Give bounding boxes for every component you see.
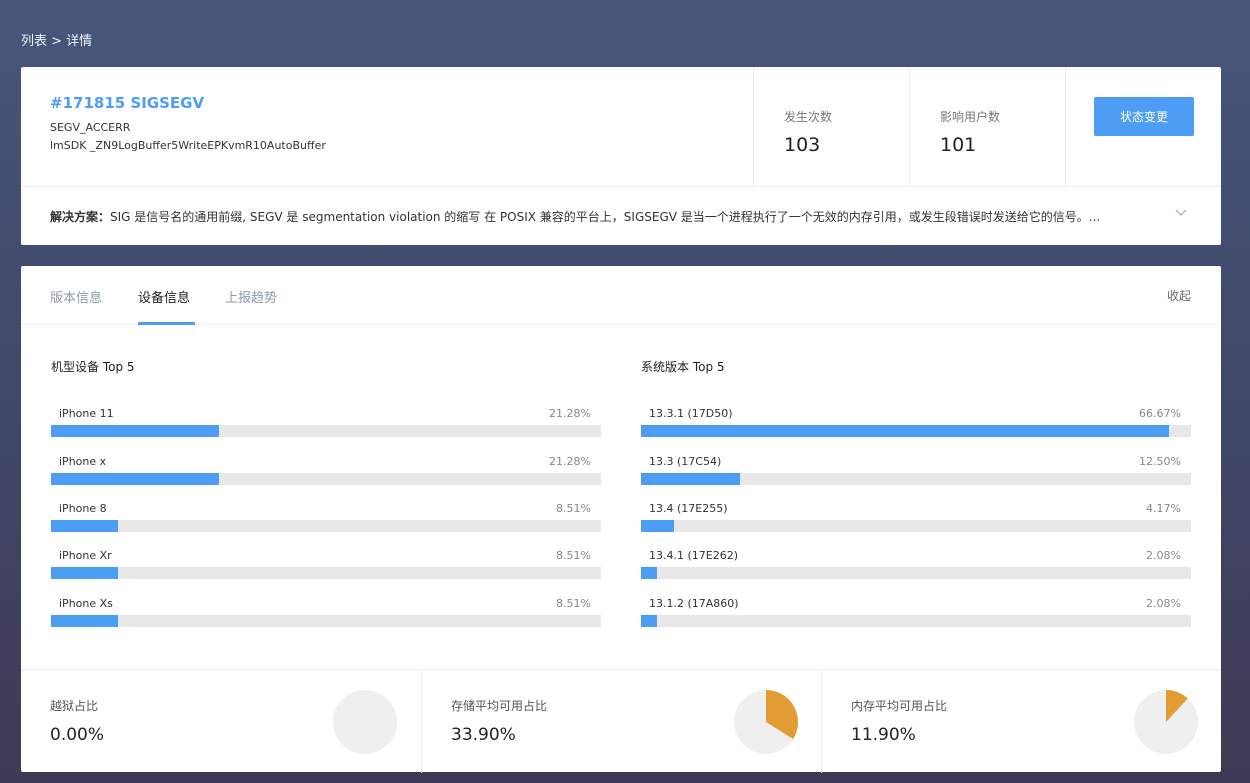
bar-track <box>641 473 1191 485</box>
bar <box>51 425 220 437</box>
bar <box>51 520 119 532</box>
bar-track <box>641 615 1191 627</box>
memory-value: 11.90% <box>851 725 916 745</box>
bar-category-label: iPhone 8 <box>59 502 107 515</box>
occurrence-count-value: 103 <box>784 134 821 156</box>
bar-row: iPhone x 21.28% <box>51 455 601 495</box>
bar <box>641 473 740 485</box>
bar-row: 13.4 (17E255) 4.17% <box>641 502 1191 542</box>
bar-value-label: 8.51% <box>556 597 591 610</box>
bar-category-label: 13.4.1 (17E262) <box>649 549 739 562</box>
metrics-row: 越狱占比 0.00% 存储平均可用占比 33.90% 内存平均可用占比 11.9… <box>21 669 1221 773</box>
pie-slice <box>766 690 799 739</box>
bar-row: 13.4.1 (17E262) 2.08% <box>641 549 1191 589</box>
bar-category-label: iPhone Xr <box>59 549 112 562</box>
bar-category-label: iPhone Xs <box>59 597 113 610</box>
bar-track <box>51 473 601 485</box>
bar-category-label: 13.3 (17C54) <box>649 455 722 468</box>
tab-device-info[interactable]: 设备信息 <box>138 291 191 306</box>
occurrence-count-stat: 发生次数 103 <box>753 67 909 186</box>
issue-title: #171815 SIGSEGV <box>50 94 205 112</box>
solution-label: 解决方案： <box>50 210 111 224</box>
bar-category-label: iPhone 11 <box>59 407 114 420</box>
memory-metric: 内存平均可用占比 11.90% <box>821 670 1222 773</box>
bar <box>641 520 674 532</box>
device-top5-title: 机型设备 Top 5 <box>51 360 135 374</box>
bar-row: 13.3.1 (17D50) 66.67% <box>641 407 1191 447</box>
bar-category-label: 13.4 (17E255) <box>649 502 728 515</box>
bar-row: iPhone Xs 8.51% <box>51 597 601 637</box>
bar <box>51 567 119 579</box>
os-top5-title: 系统版本 Top 5 <box>641 360 725 374</box>
bar-value-label: 12.50% <box>1139 455 1181 468</box>
bar-track <box>641 520 1191 532</box>
bar <box>641 567 658 579</box>
memory-pie <box>1134 690 1198 754</box>
storage-value: 33.90% <box>451 725 516 745</box>
bar-row: iPhone 11 21.28% <box>51 407 601 447</box>
issue-subtitle-1: SEGV_ACCERR <box>50 121 131 134</box>
tab-version-info[interactable]: 版本信息 <box>50 291 103 306</box>
pie-slice <box>1166 690 1188 722</box>
bar <box>51 615 119 627</box>
bar-track <box>51 615 601 627</box>
bar-row: 13.3 (17C54) 12.50% <box>641 455 1191 495</box>
bar-value-label: 2.08% <box>1146 549 1181 562</box>
chevron-down-icon[interactable] <box>1173 204 1189 220</box>
jailbreak-pie <box>333 690 397 754</box>
affected-users-label: 影响用户数 <box>940 110 1001 124</box>
solution-text: 解决方案：SIG 是信号名的通用前缀, SEGV 是 segmentation … <box>50 208 1160 225</box>
bar-value-label: 4.17% <box>1146 502 1181 515</box>
bar-row: 13.1.2 (17A860) 2.08% <box>641 597 1191 637</box>
bar-track <box>51 520 601 532</box>
bar <box>51 473 220 485</box>
detail-card: 版本信息 设备信息 上报趋势 收起 机型设备 Top 5 系统版本 Top 5 … <box>21 266 1221 773</box>
bar-row: iPhone Xr 8.51% <box>51 549 601 589</box>
jailbreak-metric: 越狱占比 0.00% <box>21 670 421 773</box>
storage-pie <box>734 690 799 754</box>
active-tab-indicator <box>138 322 195 325</box>
jailbreak-label: 越狱占比 <box>50 699 99 713</box>
collapse-button[interactable]: 收起 <box>1166 289 1191 303</box>
storage-label: 存储平均可用占比 <box>451 699 548 713</box>
bar-value-label: 21.28% <box>549 407 591 420</box>
issue-summary-card: #171815 SIGSEGV SEGV_ACCERR lmSDK _ZN9Lo… <box>21 67 1221 245</box>
bar-value-label: 66.67% <box>1139 407 1181 420</box>
bar-track <box>641 425 1191 437</box>
bar-category-label: 13.3.1 (17D50) <box>649 407 733 420</box>
status-action-area: 状态变更 <box>1065 67 1222 186</box>
tab-report-trend[interactable]: 上报趋势 <box>225 291 278 306</box>
affected-users-stat: 影响用户数 101 <box>909 67 1065 186</box>
storage-metric: 存储平均可用占比 33.90% <box>421 670 822 773</box>
bar-category-label: 13.1.2 (17A860) <box>649 597 739 610</box>
change-status-button[interactable]: 状态变更 <box>1094 97 1194 136</box>
bar-track <box>51 567 601 579</box>
occurrence-count-label: 发生次数 <box>784 110 833 124</box>
pie-background <box>333 690 397 754</box>
issue-header: #171815 SIGSEGV SEGV_ACCERR lmSDK _ZN9Lo… <box>21 67 1221 187</box>
breadcrumb[interactable]: 列表 > 详情 <box>21 34 93 49</box>
tab-bar: 版本信息 设备信息 上报趋势 收起 <box>21 266 1221 325</box>
solution-body: SIG 是信号名的通用前缀, SEGV 是 segmentation viola… <box>110 210 1101 224</box>
bar-value-label: 2.08% <box>1146 597 1181 610</box>
bar-row: iPhone 8 8.51% <box>51 502 601 542</box>
bar-value-label: 21.28% <box>549 455 591 468</box>
bar-category-label: iPhone x <box>59 455 107 468</box>
jailbreak-value: 0.00% <box>50 725 105 745</box>
bar-track <box>51 425 601 437</box>
bar-track <box>641 567 1191 579</box>
issue-subtitle-2: lmSDK _ZN9LogBuffer5WriteEPKvmR10AutoBuf… <box>50 139 326 152</box>
bar-value-label: 8.51% <box>556 549 591 562</box>
affected-users-value: 101 <box>940 134 977 156</box>
bar-value-label: 8.51% <box>556 502 591 515</box>
bar <box>641 615 658 627</box>
memory-label: 内存平均可用占比 <box>851 699 948 713</box>
bar <box>641 425 1169 437</box>
